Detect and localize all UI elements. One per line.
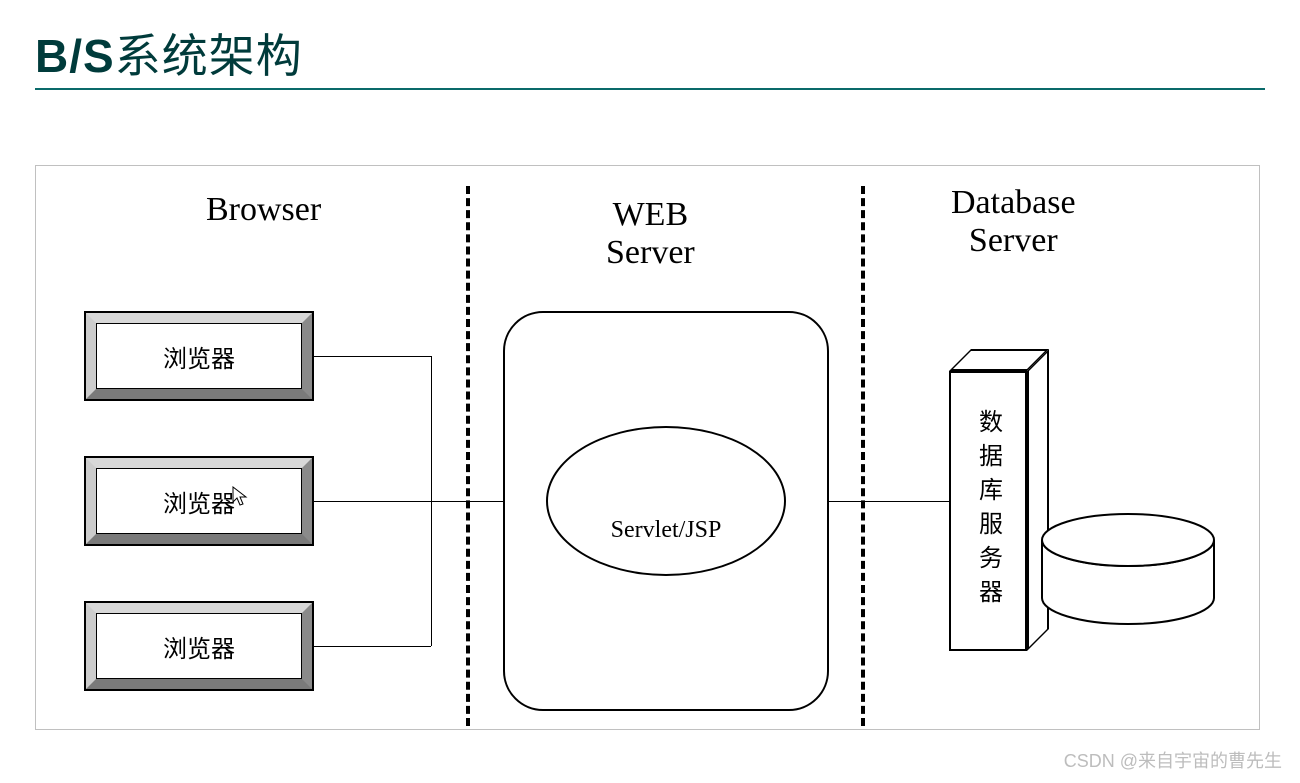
title-bold: B/S xyxy=(35,30,115,82)
page-title: B/S系统架构 xyxy=(35,20,303,86)
connector-line xyxy=(829,501,949,502)
title-underline xyxy=(35,88,1265,90)
connector-line xyxy=(314,501,431,502)
architecture-diagram: Browser WEB Server Database Server 浏览器 浏… xyxy=(35,165,1260,730)
connector-line xyxy=(431,501,503,502)
connector-line xyxy=(314,356,431,357)
title-rest: 系统架构 xyxy=(115,31,303,82)
db-cylinder xyxy=(36,166,1261,731)
connector-line xyxy=(314,646,431,647)
watermark: CSDN @来自宇宙的曹先生 xyxy=(1064,747,1282,773)
